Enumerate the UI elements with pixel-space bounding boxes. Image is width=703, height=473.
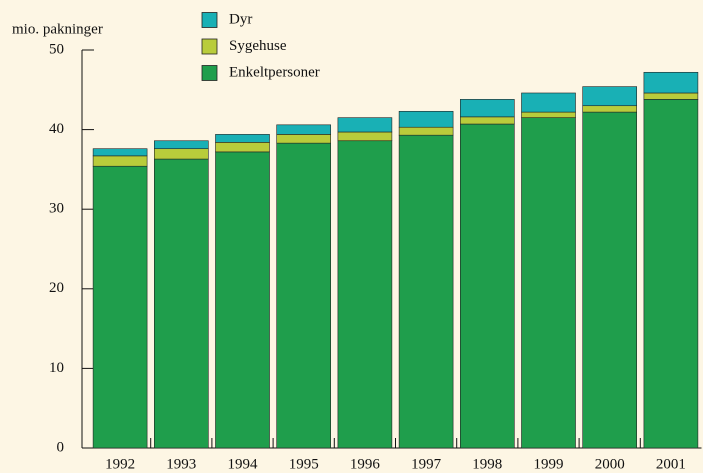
bar-segment (154, 140, 209, 150)
y-tick-label: 50 (49, 41, 64, 57)
bar-segment (398, 110, 454, 128)
legend-label: Enkeltpersoner (229, 64, 320, 80)
bar-segment (337, 117, 393, 133)
bar-segment (459, 123, 515, 449)
bar-segment (459, 116, 515, 125)
bar-segment (398, 134, 454, 449)
y-tick-label: 0 (57, 439, 65, 455)
x-tick-label: 1997 (411, 456, 442, 472)
x-tick-label: 1996 (350, 456, 381, 472)
x-tick-label: 1995 (289, 456, 319, 472)
bar-segment (92, 155, 148, 167)
y-tick-label: 40 (49, 121, 64, 137)
x-tick-label: 1992 (105, 456, 135, 472)
x-tick-label: 1993 (166, 456, 196, 472)
bar-segment (459, 99, 515, 118)
bar-segment (582, 86, 638, 107)
y-axis-label: mio. pakninger (12, 21, 103, 37)
bar-segment (337, 140, 393, 449)
bar-segment (521, 111, 576, 118)
bar-segment (154, 148, 209, 160)
bar-segment (276, 134, 332, 144)
bar-segment (521, 92, 576, 113)
legend-swatch (201, 38, 218, 55)
bar-segment (215, 134, 270, 143)
bar-segment (643, 92, 699, 100)
x-tick-label: 2000 (595, 456, 625, 472)
bar-segment (215, 151, 270, 449)
bar-segment (92, 165, 148, 449)
y-tick-label: 30 (49, 201, 64, 217)
bar-segment (154, 158, 209, 449)
y-tick-label: 20 (49, 280, 64, 296)
bar-segment (276, 124, 332, 135)
x-tick-label: 2001 (656, 456, 686, 472)
bar-segment (276, 142, 332, 449)
legend-label: Dyr (229, 11, 252, 27)
legend-label: Sygehuse (229, 38, 287, 54)
legend-swatch (201, 65, 218, 81)
bar-segment (643, 71, 699, 94)
bar-segment (521, 117, 576, 449)
x-tick-label: 1999 (534, 456, 564, 472)
y-tick-label: 10 (49, 360, 64, 376)
bar-segment (215, 142, 270, 153)
bar-segment (398, 126, 454, 136)
bar-segment (582, 105, 638, 113)
legend-swatch (201, 12, 218, 28)
x-tick-label: 1994 (228, 456, 259, 472)
bar-segment (643, 99, 699, 449)
bar-segment (582, 111, 638, 449)
bar-segment (337, 131, 393, 142)
x-tick-label: 1998 (472, 456, 502, 472)
bar-segment (92, 148, 148, 157)
